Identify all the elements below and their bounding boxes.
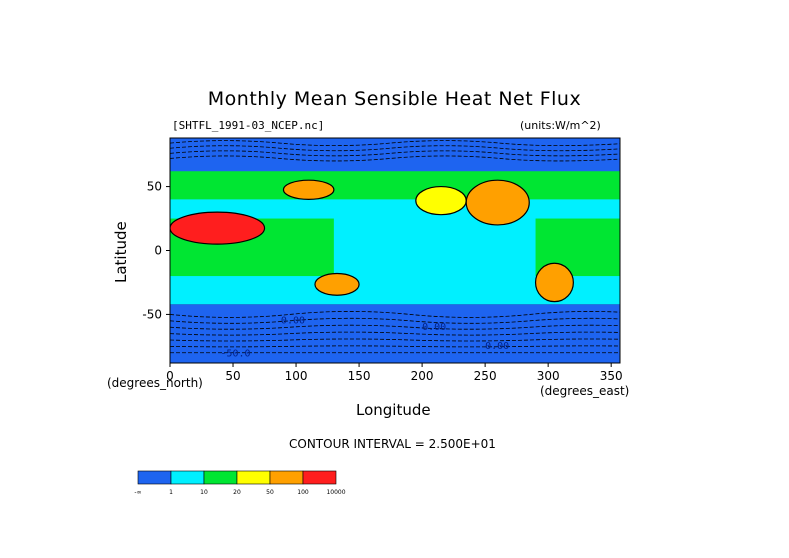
x-tick-label: 250 — [474, 369, 497, 383]
contour-line — [170, 155, 620, 162]
contour-interval: CONTOUR INTERVAL = 2.500E+01 — [289, 437, 496, 451]
region-arctic — [170, 138, 620, 172]
contour-line — [170, 150, 620, 157]
colorbar-swatch — [170, 470, 205, 485]
contour-line — [170, 324, 620, 330]
x-tick-label: 200 — [411, 369, 434, 383]
contour-line — [170, 338, 620, 342]
x-tick-label: 300 — [537, 369, 560, 383]
region-southern-ocean-band — [170, 304, 620, 363]
colorbar: -∞ 1 10 20 50 100 10000 — [134, 470, 346, 496]
colorbar-label: 10 — [200, 489, 208, 496]
x-tick-label: 350 — [600, 369, 623, 383]
colorbar-swatch — [203, 470, 238, 485]
region-australia-interior — [314, 272, 360, 296]
colorbar-label: -∞ — [134, 489, 141, 496]
contour-line — [170, 311, 620, 318]
dataset-label: [SHTFL_1991-03_NCEP.nc] — [172, 119, 325, 132]
x-unit-label: (degrees_east) — [540, 384, 630, 398]
colorbar-label: 10000 — [326, 489, 345, 496]
y-unit-label: (degrees_north) — [107, 376, 203, 390]
colorbar-swatch — [236, 470, 271, 485]
colorbar-label: 20 — [233, 489, 241, 496]
contour-label: 0.00 — [485, 341, 509, 352]
x-tick-label: 50 — [225, 369, 240, 383]
colorbar-label: 1 — [169, 489, 173, 496]
contour-label: 0.00 — [281, 315, 305, 326]
colorbar-swatch — [302, 470, 337, 485]
x-axis: 0 50 100 150 200 250 300 350 — [166, 363, 623, 383]
region-north-africa-arabia — [170, 211, 266, 245]
flux-field: 0.00 0.00 -50.0 0.00 — [170, 138, 620, 363]
x-axis-title: Longitude — [356, 401, 431, 419]
contour-label: 0.00 — [422, 322, 446, 333]
y-axis: 50 0 -50 — [142, 180, 170, 321]
units-label: (units:W/m^2) — [520, 119, 601, 132]
y-axis-title: Latitude — [112, 221, 130, 283]
colorbar-swatch — [137, 470, 172, 485]
x-tick-label: 100 — [285, 369, 308, 383]
contour-line — [170, 345, 620, 348]
contour-label: -50.0 — [220, 349, 250, 360]
contour-line — [170, 331, 620, 336]
y-tick-label: 0 — [154, 244, 162, 258]
contour-line — [170, 140, 620, 147]
chart-title: Monthly Mean Sensible Heat Net Flux — [207, 88, 582, 110]
colorbar-label: 50 — [266, 489, 274, 496]
colorbar-label: 100 — [297, 489, 309, 496]
y-tick-label: -50 — [142, 307, 162, 321]
contour-line — [170, 145, 620, 152]
region-south-america — [534, 262, 574, 303]
colorbar-swatch — [269, 470, 304, 485]
x-tick-label: 0 — [166, 369, 174, 383]
y-tick-label: 50 — [147, 180, 162, 194]
region-north-america — [465, 179, 530, 226]
region-central-asia — [282, 179, 335, 200]
region-north-pacific-warm-patch — [415, 185, 467, 216]
contour-line — [170, 317, 620, 324]
x-tick-label: 150 — [348, 369, 371, 383]
